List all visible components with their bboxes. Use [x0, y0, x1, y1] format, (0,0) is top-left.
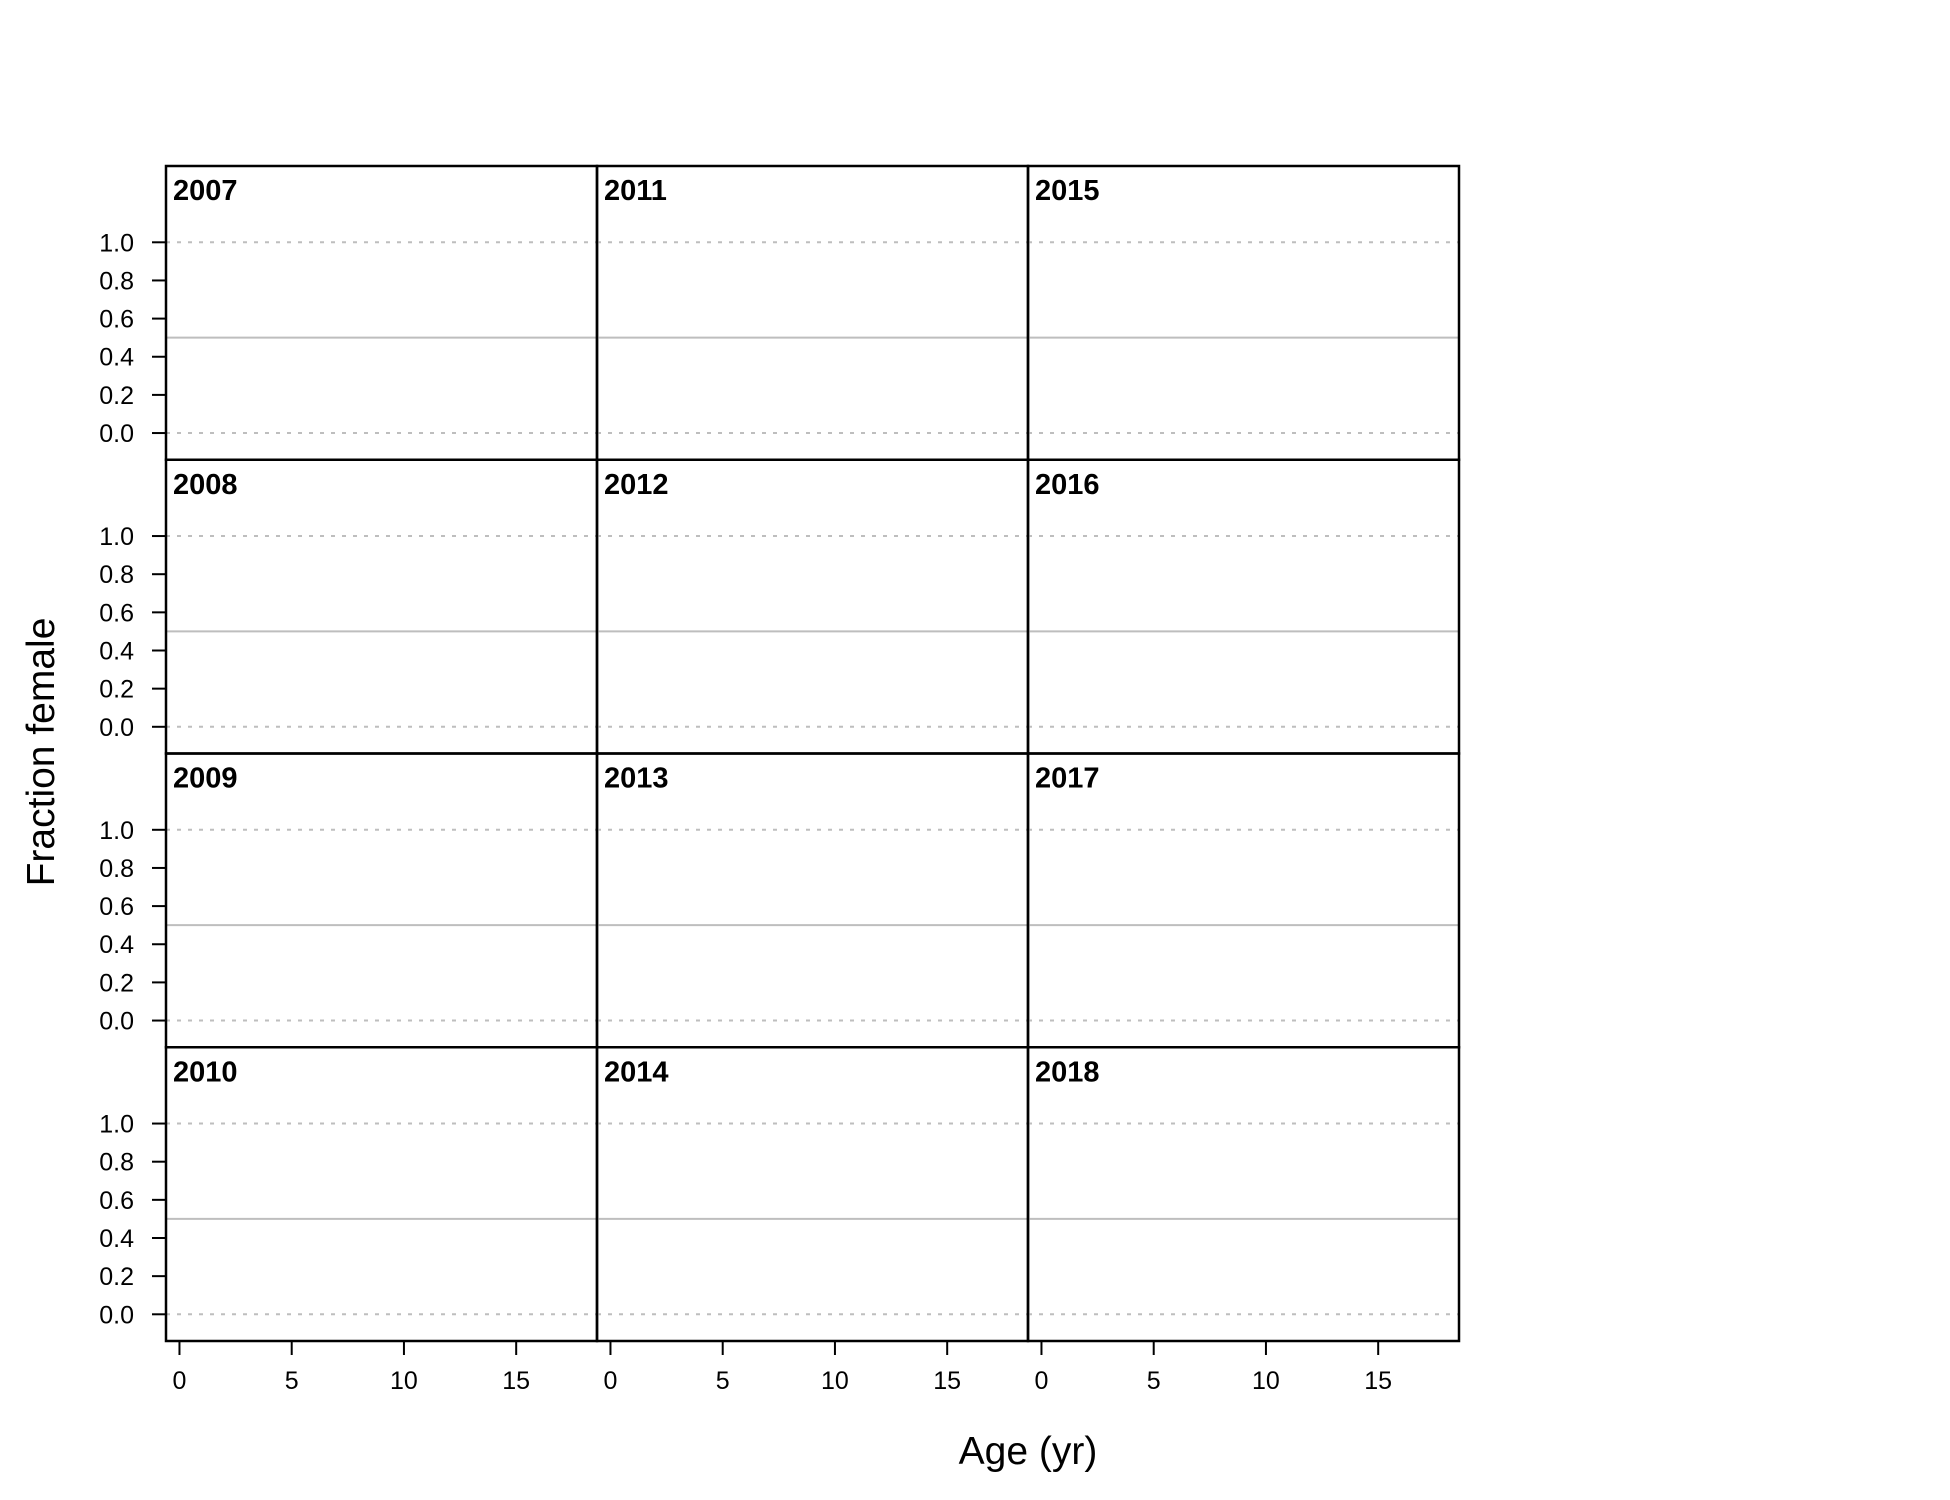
y-tick-label: 0.2 — [99, 676, 134, 704]
x-tick-label: 0 — [604, 1367, 618, 1395]
x-tick-label: 10 — [390, 1367, 418, 1395]
x-tick-label: 0 — [173, 1367, 187, 1395]
panel-frame — [164, 1046, 599, 1343]
x-tick-label: 10 — [821, 1367, 849, 1395]
y-tick-label: 0.4 — [99, 344, 134, 372]
x-tick-label: 0 — [1035, 1367, 1049, 1395]
x-tick-label: 15 — [502, 1367, 530, 1395]
y-tick-label: 0.6 — [99, 893, 134, 921]
panel-title: 2007 — [173, 175, 238, 207]
panel-title: 2012 — [604, 469, 669, 501]
y-tick-label: 0.2 — [99, 382, 134, 410]
y-tick-label: 0.0 — [99, 420, 134, 448]
panel-title: 2017 — [1035, 763, 1100, 795]
panel-title: 2016 — [1035, 469, 1100, 501]
panel-title: 2008 — [173, 469, 238, 501]
y-axis-title: Fraction female — [20, 618, 63, 887]
x-axes: 0 5 10 15 0 5 10 15 0 5 10 15 — [173, 1341, 1392, 1395]
panel-2014: 2014 — [595, 1046, 1030, 1343]
panel-2007: 2007 — [164, 164, 599, 461]
panel-2015: 2015 — [1026, 164, 1461, 461]
panel-frame — [595, 1046, 1030, 1343]
y-tick-label: 0.0 — [99, 1301, 134, 1329]
y-tick-label: 1.0 — [99, 229, 134, 257]
panel-frame — [164, 458, 599, 755]
panel-2010: 2010 — [164, 1046, 599, 1343]
panel-title: 2015 — [1035, 175, 1100, 207]
panel-title: 2013 — [604, 763, 669, 795]
panel-title: 2010 — [173, 1056, 238, 1088]
y-tick-label: 0.4 — [99, 1225, 134, 1253]
panel-title: 2014 — [604, 1056, 669, 1088]
panel-frame — [1026, 164, 1461, 461]
y-tick-label: 0.8 — [99, 561, 134, 589]
y-tick-label: 0.2 — [99, 1263, 134, 1291]
y-tick-label: 0.8 — [99, 267, 134, 295]
y-tick-label: 0.6 — [99, 1187, 134, 1215]
y-axes: 0.0 0.2 0.4 0.6 0.8 1.0 0.0 0.2 0.4 0.6 0.8 1.0 0.0 0… — [99, 229, 166, 1329]
x-tick-label: 15 — [1364, 1367, 1392, 1395]
panel-title: 2009 — [173, 763, 238, 795]
x-tick-label: 15 — [933, 1367, 961, 1395]
y-tick-label: 1.0 — [99, 817, 134, 845]
x-tick-label: 5 — [285, 1367, 299, 1395]
panel-frame — [595, 458, 1030, 755]
panel-2011: 2011 — [595, 164, 1030, 461]
panel-frame — [595, 164, 1030, 461]
panel-frame — [164, 164, 599, 461]
panel-frame — [595, 752, 1030, 1049]
panel-2016: 2016 — [1026, 458, 1461, 755]
panel-2017: 2017 — [1026, 752, 1461, 1049]
panel-title: 2018 — [1035, 1056, 1100, 1088]
y-tick-label: 0.0 — [99, 714, 134, 742]
x-axis-title: Age (yr) — [959, 1430, 1098, 1473]
panel-frame — [164, 752, 599, 1049]
panel-grid: 2007 2008 2009 2010 2011 2012 2013 2014 2015 2016… — [164, 164, 1461, 1343]
y-tick-label: 0.2 — [99, 969, 134, 997]
panel-2018: 2018 — [1026, 1046, 1461, 1343]
panel-2008: 2008 — [164, 458, 599, 755]
y-tick-label: 0.4 — [99, 931, 134, 959]
panel-frame — [1026, 1046, 1461, 1343]
y-tick-label: 0.0 — [99, 1008, 134, 1036]
panel-frame — [1026, 752, 1461, 1049]
x-tick-label: 5 — [1147, 1367, 1161, 1395]
panel-frame — [1026, 458, 1461, 755]
y-tick-label: 0.8 — [99, 1149, 134, 1177]
panel-title: 2011 — [604, 175, 667, 207]
x-tick-label: 5 — [716, 1367, 730, 1395]
panel-2009: 2009 — [164, 752, 599, 1049]
y-tick-label: 0.8 — [99, 855, 134, 883]
y-tick-label: 0.6 — [99, 599, 134, 627]
y-tick-label: 1.0 — [99, 1111, 134, 1139]
y-tick-label: 0.6 — [99, 306, 134, 334]
y-tick-label: 1.0 — [99, 523, 134, 551]
y-tick-label: 0.4 — [99, 637, 134, 665]
x-tick-label: 10 — [1252, 1367, 1280, 1395]
panel-2013: 2013 — [595, 752, 1030, 1049]
panel-2012: 2012 — [595, 458, 1030, 755]
